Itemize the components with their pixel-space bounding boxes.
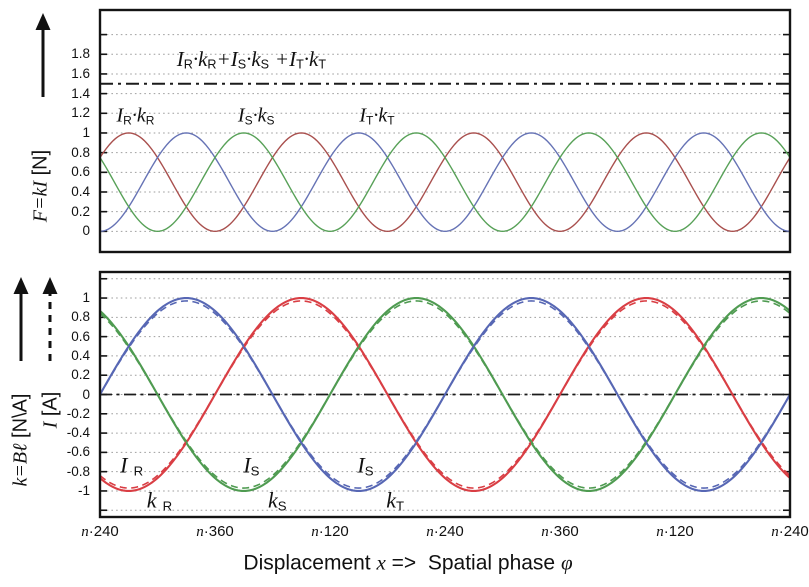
up-arrow-solid-icon	[35, 13, 51, 97]
x-axis-title: Displacement x => Spatial phase φ	[243, 550, 573, 575]
series-ir-kr	[99, 132, 791, 233]
k-axis-label: k=Bℓ [N\A]	[9, 393, 32, 487]
up-arrow-dashed-icon	[42, 277, 58, 361]
series-it-kt	[99, 132, 791, 233]
series-is-ks	[99, 132, 791, 233]
up-arrow-solid-icon	[13, 277, 29, 361]
series-i-s	[99, 300, 791, 489]
force-axis-label: F=kI [N]	[29, 149, 52, 223]
series-i-r	[99, 300, 791, 489]
series-k-t	[99, 296, 791, 493]
current-axis-label: I [A]	[39, 391, 62, 429]
series-i-t	[99, 300, 791, 489]
